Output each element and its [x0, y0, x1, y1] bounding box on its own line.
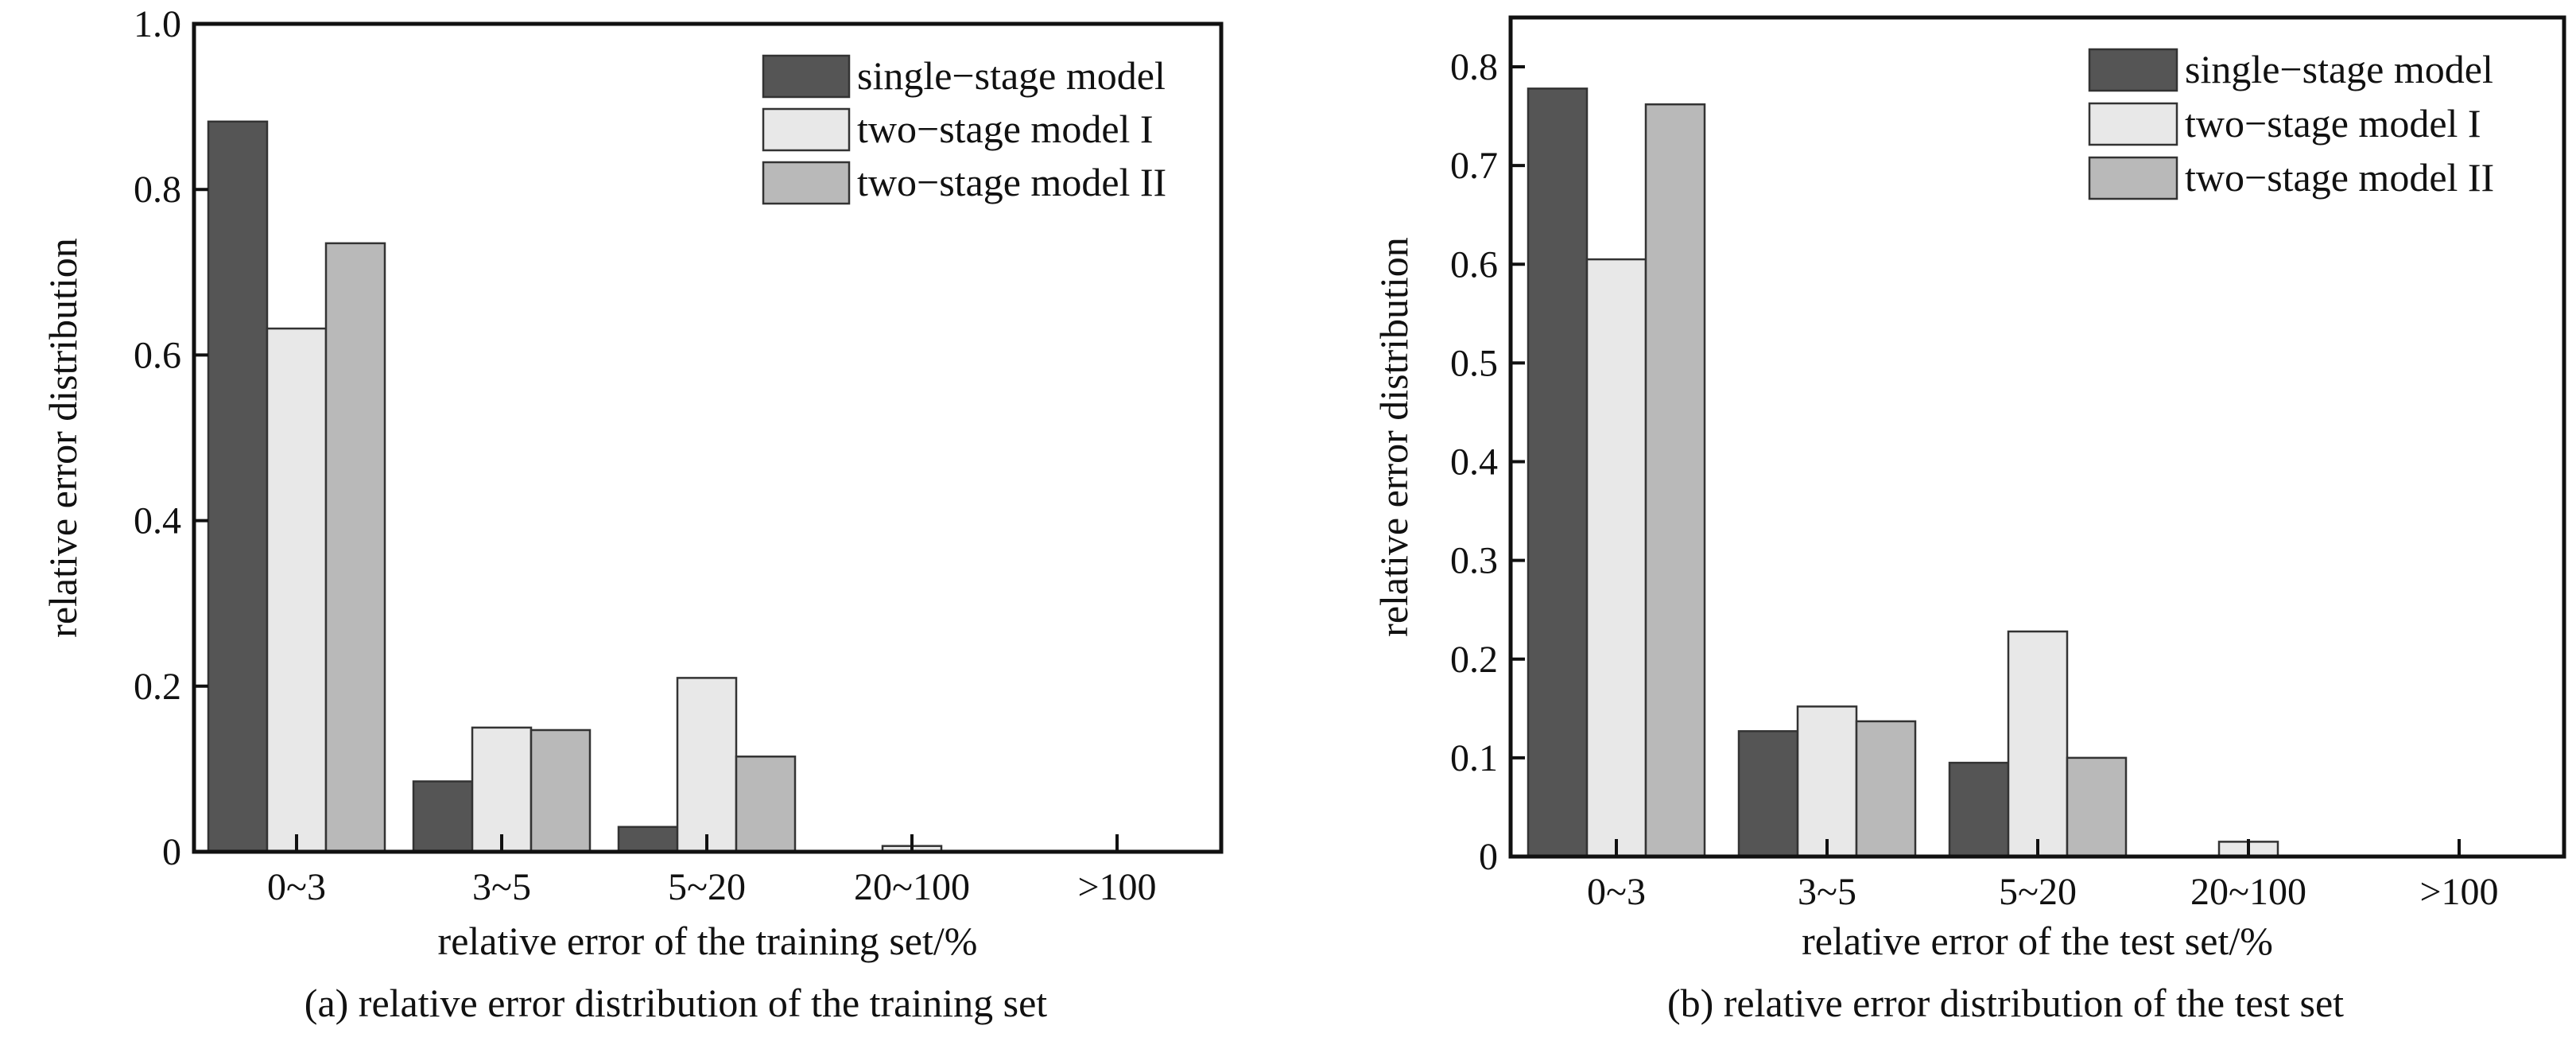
- bar-2-2: [471, 726, 533, 853]
- legend-swatch-2: [2088, 102, 2178, 146]
- bar-1-2: [412, 780, 474, 853]
- bar-1-2: [1737, 730, 1799, 858]
- x-tick-label: 20~100: [2190, 871, 2306, 913]
- x-tick-label: 0~3: [267, 866, 326, 908]
- y-tick-label: 0.5: [1450, 342, 1498, 384]
- y-tick-label: 0.4: [134, 500, 181, 542]
- legend: single−stage model two−stage model I two−s…: [762, 53, 1166, 205]
- x-tick-label: 5~20: [1999, 871, 2077, 913]
- y-tick-label: 0: [1479, 836, 1498, 878]
- legend-swatch-1: [2088, 48, 2178, 92]
- legend-label-1: single−stage model: [2185, 47, 2493, 91]
- bar-3-2: [1855, 720, 1917, 858]
- legend-swatch-3: [762, 161, 851, 205]
- legend-label-1: single−stage model: [857, 53, 1166, 98]
- bar-2-3: [2007, 630, 2069, 858]
- y-tick-label: 0.2: [1450, 639, 1498, 681]
- y-axis-label: relative error distribution: [41, 238, 85, 638]
- y-tick-label: 0.3: [1450, 540, 1498, 582]
- chart-panel-b: 0 0.1 0.2 0.3 0.4 0.5 0.6 0.7 0.8 0~3 3~5 5~20 20~10…: [1371, 15, 2566, 1025]
- bar-1-1: [207, 120, 269, 853]
- legend-swatch-2: [762, 107, 851, 152]
- x-tick-label: 5~20: [668, 866, 746, 908]
- bar-2-1: [266, 327, 328, 853]
- y-tick-label: 0.8: [134, 169, 181, 211]
- figure-caption: (b) relative error distribution of the t…: [1667, 981, 2344, 1025]
- legend-label-2: two−stage model I: [857, 107, 1154, 151]
- x-tick-label: >100: [2419, 871, 2498, 913]
- legend-label-2: two−stage model I: [2185, 101, 2481, 146]
- bar-2-3: [676, 677, 738, 853]
- y-tick-label: 0.6: [134, 334, 181, 376]
- y-tick-label: 0.7: [1450, 145, 1498, 187]
- x-tick-label: 3~5: [472, 866, 531, 908]
- y-axis-label: relative error distribution: [1371, 237, 1416, 637]
- y-tick-label: 1.0: [134, 3, 181, 45]
- x-tick-label: >100: [1077, 866, 1156, 908]
- bar-1-1: [1527, 87, 1589, 858]
- y-tick-label: 0.6: [1450, 243, 1498, 286]
- bar-1-3: [1948, 761, 2010, 858]
- y-tick-label: 0.2: [134, 666, 181, 708]
- legend-swatch-1: [762, 54, 851, 99]
- x-tick-label: 3~5: [1798, 871, 1856, 913]
- figure-caption: (a) relative error distribution of the t…: [305, 981, 1048, 1025]
- legend-swatch-3: [2088, 156, 2178, 200]
- bar-2-1: [1585, 258, 1647, 858]
- y-tick-label: 0.4: [1450, 441, 1498, 484]
- legend-label-3: two−stage model II: [2185, 155, 2494, 200]
- x-tick-label: 20~100: [854, 866, 970, 908]
- legend: single−stage model two−stage model I two−s…: [2088, 47, 2494, 200]
- legend-label-3: two−stage model II: [857, 160, 1166, 204]
- y-tick-label: 0.8: [1450, 46, 1498, 88]
- bar-1-3: [617, 826, 679, 853]
- x-axis-label: relative error of the test set/%: [1802, 919, 2273, 963]
- x-axis-label: relative error of the training set/%: [438, 919, 978, 963]
- bar-3-3: [2066, 756, 2128, 858]
- bar-3-1: [324, 242, 386, 853]
- y-tick-label: 0.1: [1450, 737, 1498, 779]
- bar-2-2: [1796, 705, 1858, 858]
- bar-3-2: [530, 728, 592, 853]
- chart-panel-a: 0 0.2 0.4 0.6 0.8 1.0 0~3 3~5 5~20 20~100 >100 rela…: [41, 3, 1224, 1025]
- y-tick-label: 0: [162, 831, 181, 873]
- bar-3-1: [1644, 103, 1706, 858]
- x-tick-label: 0~3: [1587, 871, 1646, 913]
- bar-3-3: [735, 756, 797, 853]
